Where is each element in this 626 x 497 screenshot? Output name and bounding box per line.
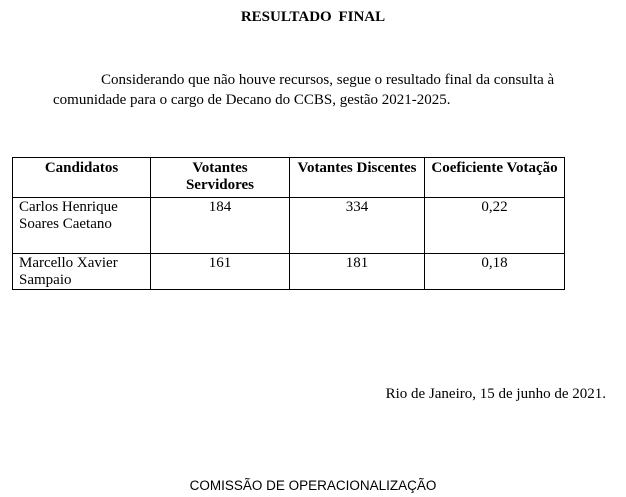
header-coeficiente: Coeficiente Votação	[424, 157, 565, 198]
coeficiente: 0,22	[424, 197, 565, 254]
intro-paragraph: Considerando que não houve recursos, seg…	[53, 72, 555, 108]
table-row: Carlos Henrique Soares Caetano 184 334 0…	[12, 197, 565, 254]
signature-line: COMISSÃO DE OPERACIONALIZAÇÃO	[189, 478, 437, 493]
table-row: Marcello Xavier Sampaio 161 181 0,18	[12, 253, 565, 290]
candidate-name: Carlos Henrique Soares Caetano	[12, 197, 151, 254]
table-header-row: Candidatos Votantes Servidores Votantes …	[12, 157, 565, 198]
coeficiente: 0,18	[424, 253, 565, 290]
results-table: Candidatos Votantes Servidores Votantes …	[12, 157, 565, 290]
votantes-discentes: 181	[289, 253, 425, 290]
votantes-discentes: 334	[289, 197, 425, 254]
candidate-name: Marcello Xavier Sampaio	[12, 253, 151, 290]
document-title: RESULTADO FINAL	[240, 9, 386, 25]
header-candidatos: Candidatos	[12, 157, 151, 198]
date-line: Rio de Janeiro, 15 de junho de 2021.	[385, 386, 606, 402]
votantes-servidores: 161	[150, 253, 290, 290]
header-votantes-discentes: Votantes Discentes	[289, 157, 425, 198]
votantes-servidores: 184	[150, 197, 290, 254]
header-votantes-servidores: Votantes Servidores	[150, 157, 290, 198]
